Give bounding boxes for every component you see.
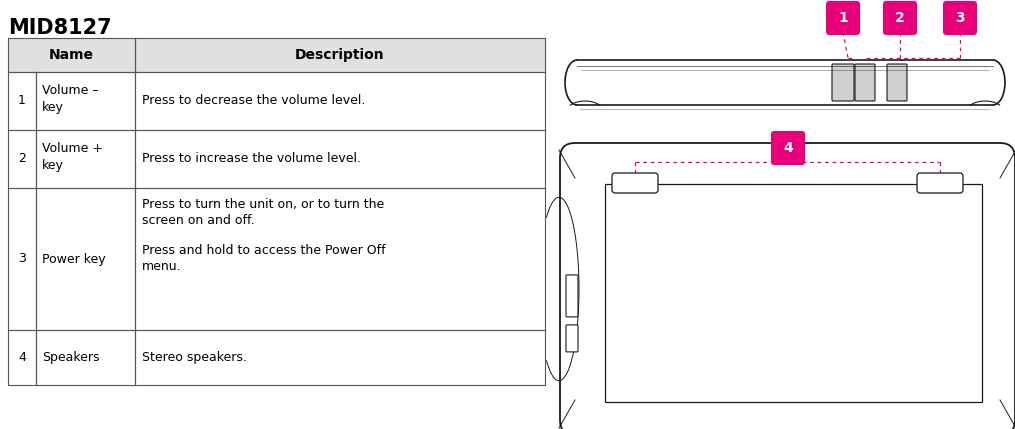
FancyBboxPatch shape	[887, 64, 907, 101]
Text: 1: 1	[838, 11, 848, 25]
Text: Press and hold to access the Power Off: Press and hold to access the Power Off	[142, 245, 386, 257]
FancyBboxPatch shape	[560, 143, 1015, 429]
FancyBboxPatch shape	[566, 275, 578, 317]
Bar	[135, 38, 545, 72]
Text: 2: 2	[18, 152, 26, 166]
FancyBboxPatch shape	[832, 64, 854, 101]
Text: Description: Description	[295, 48, 385, 62]
FancyBboxPatch shape	[771, 131, 805, 165]
FancyBboxPatch shape	[917, 173, 963, 193]
FancyBboxPatch shape	[826, 1, 860, 35]
Text: key: key	[42, 159, 64, 172]
Text: Power key: Power key	[42, 253, 106, 266]
FancyBboxPatch shape	[566, 325, 578, 352]
Text: Name: Name	[49, 48, 93, 62]
Text: 1: 1	[18, 94, 26, 108]
Bar	[605, 184, 982, 402]
Text: Stereo speakers.: Stereo speakers.	[142, 351, 247, 364]
Text: menu.: menu.	[142, 260, 182, 273]
Text: 4: 4	[784, 141, 793, 155]
Text: Press to decrease the volume level.: Press to decrease the volume level.	[142, 94, 365, 108]
Text: Press to turn the unit on, or to turn the: Press to turn the unit on, or to turn th…	[142, 198, 385, 211]
Text: Volume +: Volume +	[42, 142, 103, 155]
Text: Press to increase the volume level.: Press to increase the volume level.	[142, 152, 361, 166]
Text: screen on and off.: screen on and off.	[142, 214, 255, 227]
Text: key: key	[42, 101, 64, 114]
Text: MID8127: MID8127	[8, 18, 112, 38]
Text: 3: 3	[18, 253, 26, 266]
Text: 2: 2	[895, 11, 905, 25]
Text: 3: 3	[955, 11, 965, 25]
FancyBboxPatch shape	[612, 173, 658, 193]
FancyBboxPatch shape	[855, 64, 875, 101]
FancyBboxPatch shape	[883, 1, 917, 35]
Text: Volume –: Volume –	[42, 84, 98, 97]
Text: Speakers: Speakers	[42, 351, 99, 364]
Text: 4: 4	[18, 351, 26, 364]
FancyBboxPatch shape	[943, 1, 977, 35]
Bar	[8, 38, 135, 72]
